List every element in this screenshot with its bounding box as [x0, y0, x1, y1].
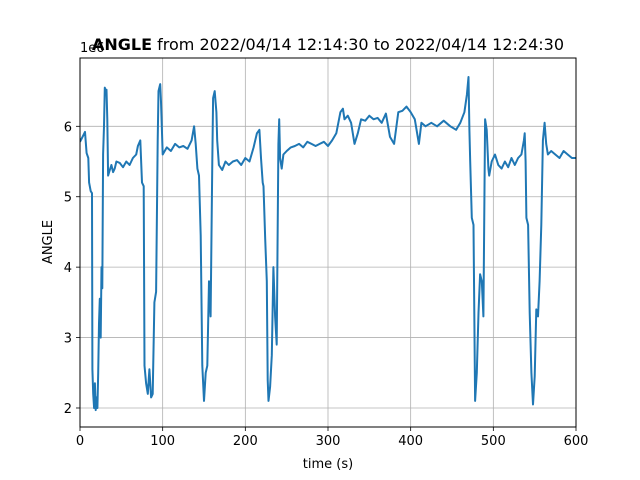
x-tick-label: 0	[76, 434, 84, 449]
y-axis-label: ANGLE	[41, 220, 56, 264]
x-tick-label: 200	[233, 434, 258, 449]
x-tick-label: 500	[481, 434, 506, 449]
chart-title-bold: ANGLE	[92, 35, 152, 54]
y-tick-label: 3	[64, 332, 72, 347]
x-tick-label: 600	[564, 434, 589, 449]
y-tick-label: 6	[64, 120, 72, 135]
y-tick-label: 4	[64, 261, 72, 276]
y-tick-label: 5	[64, 191, 72, 206]
chart-title: ANGLE from 2022/04/14 12:14:30 to 2022/0…	[92, 35, 564, 54]
x-tick-label: 100	[150, 434, 175, 449]
x-tick-label: 400	[398, 434, 423, 449]
chart-title-rest: from 2022/04/14 12:14:30 to 2022/04/14 1…	[152, 35, 564, 54]
y-tick-label: 2	[64, 402, 72, 417]
x-axis-label: time (s)	[303, 457, 353, 472]
x-tick-label: 300	[316, 434, 341, 449]
